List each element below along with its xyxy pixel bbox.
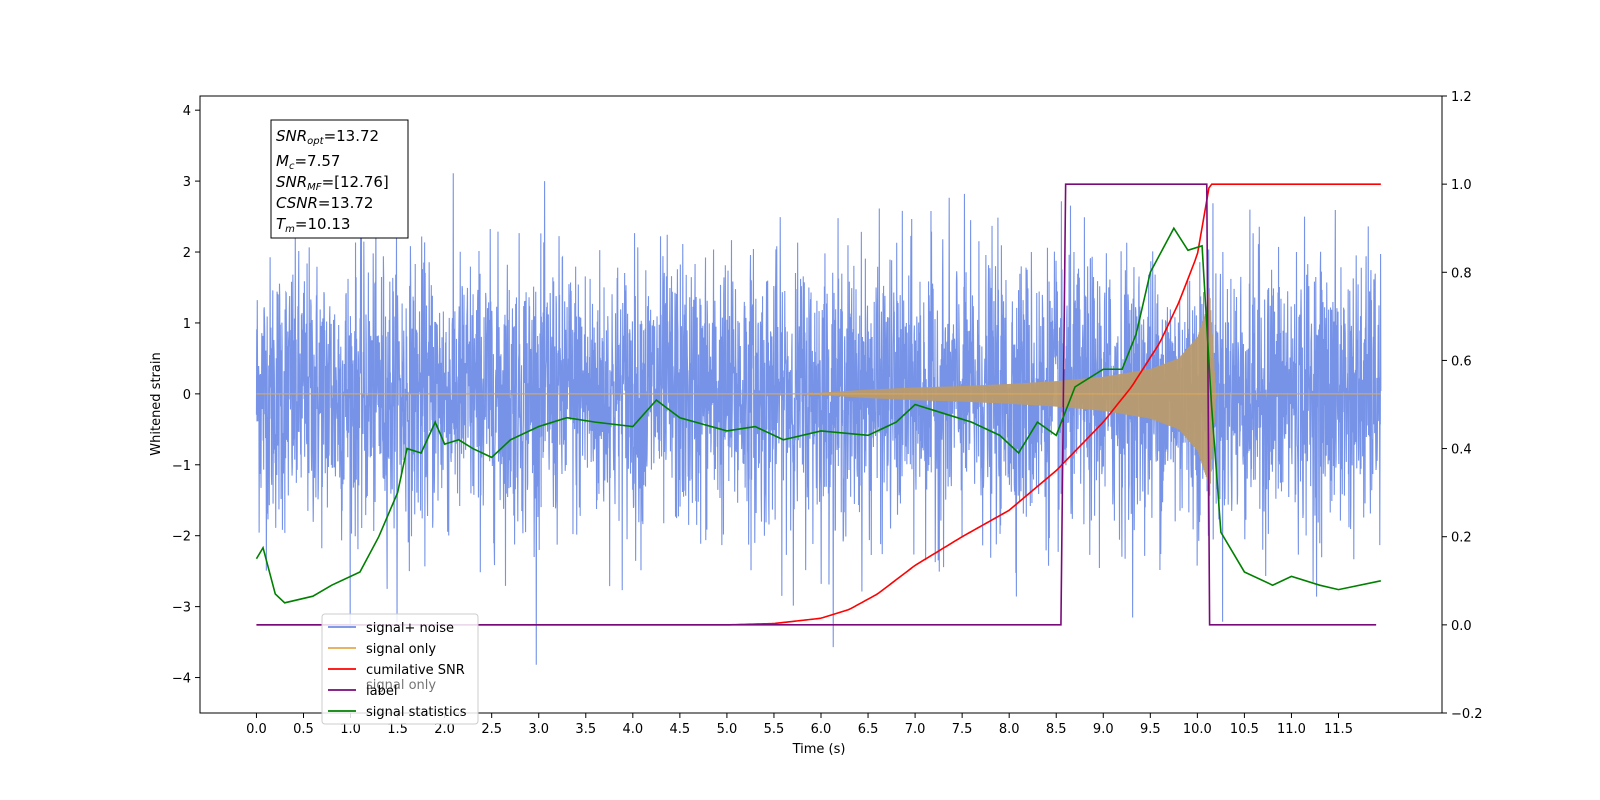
y-left-tick-label: 4 bbox=[183, 104, 191, 119]
signal-statistics-series bbox=[255, 226, 1382, 604]
x-tick-label: 3.5 bbox=[575, 722, 596, 737]
y-right-tick-label: 0.8 bbox=[1451, 266, 1472, 281]
y-right-tick-label: 0.0 bbox=[1451, 619, 1472, 634]
x-tick-label: 11.0 bbox=[1277, 722, 1306, 737]
x-tick-label: 3.0 bbox=[528, 722, 549, 737]
y-left-axis-label: Whitened strain bbox=[149, 352, 164, 455]
x-tick-label: 2.5 bbox=[481, 722, 502, 737]
x-tick-label: 1.0 bbox=[340, 722, 361, 737]
legend-label: signal only bbox=[366, 642, 436, 657]
legend-frame bbox=[321, 613, 479, 725]
y-left-tick-label: −3 bbox=[172, 601, 191, 616]
legend-label: signal+ noise bbox=[366, 621, 454, 636]
y-right-tick-label: 1.2 bbox=[1451, 90, 1472, 105]
legend-occluded-fragment: signal only bbox=[366, 678, 436, 693]
stats-csnr: CSNR=13.72 bbox=[276, 194, 373, 212]
x-tick-label: 10.0 bbox=[1183, 722, 1212, 737]
x-tick-label: 7.5 bbox=[952, 722, 973, 737]
stats-snr-mf: SNRMF=[12.76] bbox=[276, 173, 389, 193]
x-tick-label: 10.5 bbox=[1230, 722, 1259, 737]
y-right-tick-label: 0.6 bbox=[1451, 354, 1472, 369]
y-left-tick-label: −4 bbox=[172, 672, 191, 687]
y-right-tick-label: −0.2 bbox=[1451, 707, 1483, 722]
x-tick-label: 9.5 bbox=[1140, 722, 1161, 737]
stats-tm: Tm=10.13 bbox=[276, 215, 350, 235]
x-tick-label: 0.5 bbox=[293, 722, 314, 737]
y-left-tick-label: 1 bbox=[183, 317, 191, 332]
x-tick-label: 7.0 bbox=[905, 722, 926, 737]
stats-box: SNRopt=13.72 Mc=7.57 SNRMF=[12.76] CSNR=… bbox=[270, 119, 409, 239]
x-tick-label: 8.5 bbox=[1046, 722, 1067, 737]
stats-box-frame bbox=[270, 119, 409, 239]
y-left-axis-ticks: 4 3 2 1 0 −1 −2 −3 −4 bbox=[172, 104, 200, 687]
x-tick-label: 9.0 bbox=[1093, 722, 1114, 737]
x-axis-ticks: 0.0 0.5 1.0 1.5 2.0 2.5 3.0 3.5 4.0 4.5 5.0 5.5 6.0 6… bbox=[246, 713, 1353, 737]
x-axis-label: Time (s) bbox=[792, 742, 846, 757]
y-right-axis-ticks: 1.2 1.0 0.8 0.6 0.4 0.2 0.0 −0.2 bbox=[1442, 90, 1483, 722]
y-right-tick-label: 0.4 bbox=[1451, 443, 1472, 458]
signal-statistics-line bbox=[255, 226, 1382, 604]
x-tick-label: 5.0 bbox=[717, 722, 738, 737]
y-right-tick-label: 0.2 bbox=[1451, 531, 1472, 546]
x-tick-label: 2.0 bbox=[434, 722, 455, 737]
y-left-tick-label: 3 bbox=[183, 175, 191, 190]
x-tick-label: 11.5 bbox=[1324, 722, 1353, 737]
label-series bbox=[256, 183, 1377, 626]
x-tick-label: 6.0 bbox=[811, 722, 832, 737]
y-left-tick-label: −1 bbox=[172, 459, 191, 474]
x-tick-label: 1.5 bbox=[387, 722, 408, 737]
x-tick-label: 5.5 bbox=[764, 722, 785, 737]
y-left-tick-label: 2 bbox=[183, 246, 191, 261]
x-tick-label: 8.0 bbox=[999, 722, 1020, 737]
label-line bbox=[256, 183, 1377, 626]
legend-label: signal statistics bbox=[366, 705, 467, 720]
x-tick-label: 4.0 bbox=[622, 722, 643, 737]
stats-mc: Mc=7.57 bbox=[276, 152, 340, 172]
y-left-tick-label: −2 bbox=[172, 530, 191, 545]
stats-snr-opt: SNRopt=13.72 bbox=[276, 127, 379, 147]
y-right-tick-label: 1.0 bbox=[1451, 178, 1472, 193]
signal-only-series bbox=[256, 288, 1381, 497]
x-tick-label: 0.0 bbox=[246, 722, 267, 737]
y-left-tick-label: 0 bbox=[183, 388, 191, 403]
x-tick-label: 4.5 bbox=[670, 722, 691, 737]
legend-label: cumilative SNR bbox=[366, 663, 465, 678]
x-tick-label: 6.5 bbox=[858, 722, 879, 737]
legend-label: label bbox=[366, 684, 397, 699]
